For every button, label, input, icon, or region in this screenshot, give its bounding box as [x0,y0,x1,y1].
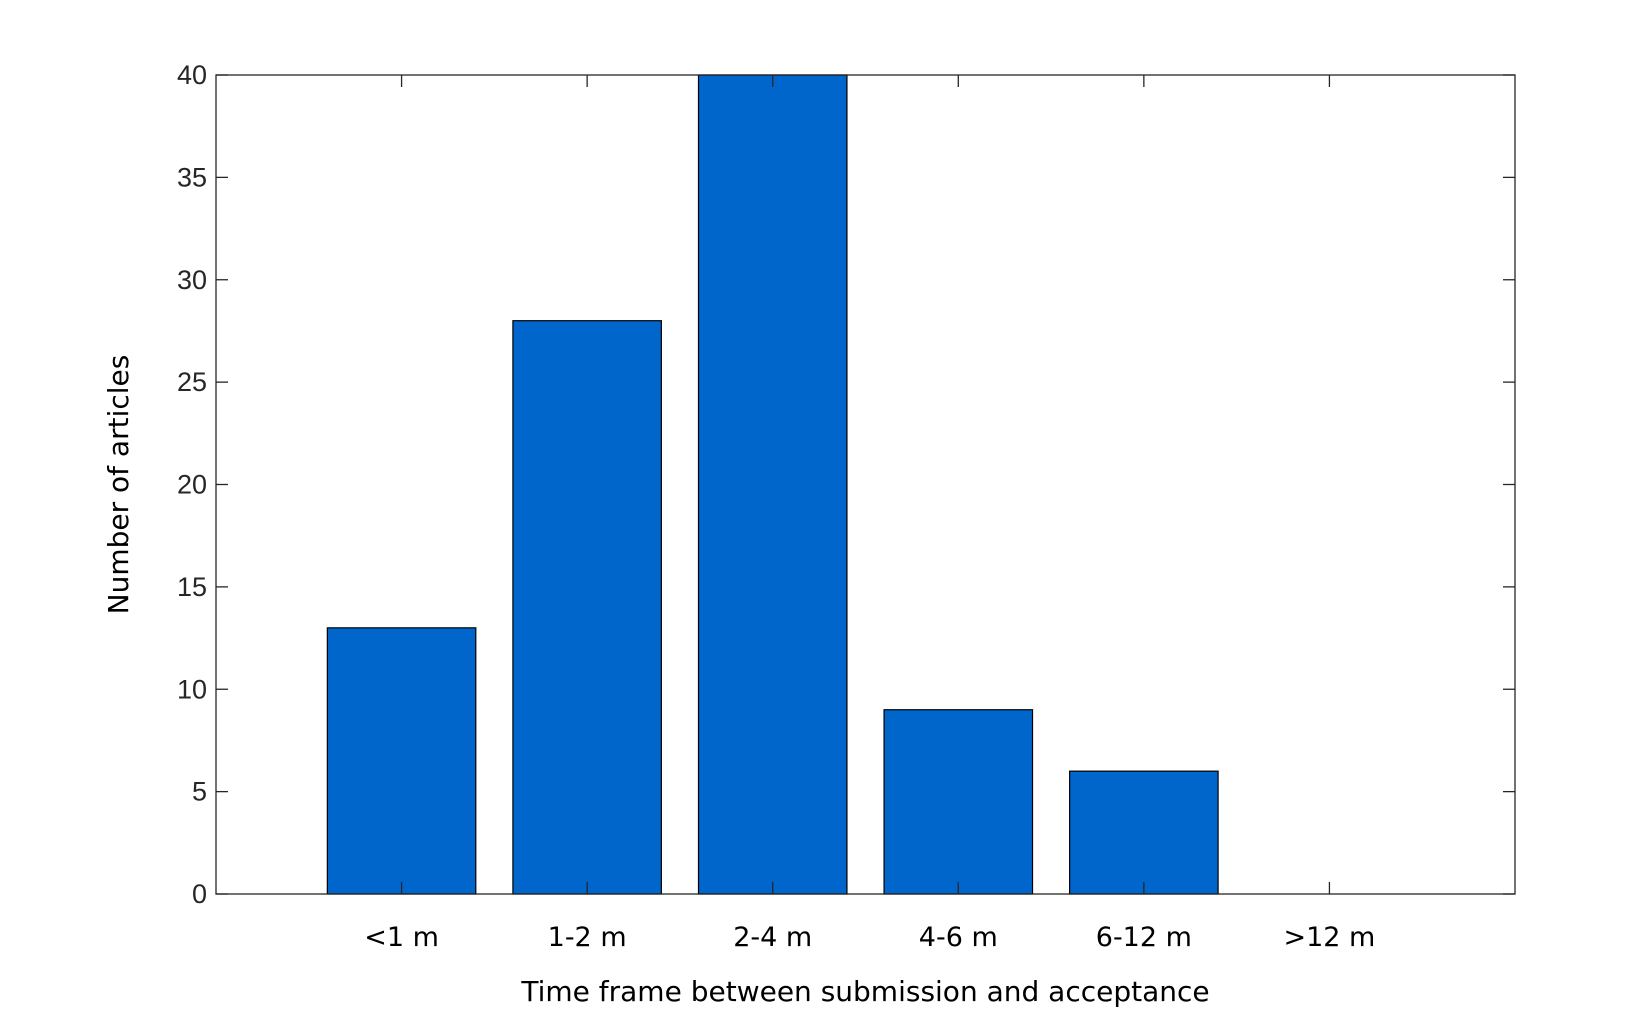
x-tick-labels: <1 m 1-2 m 2-4 m 4-6 m 6-12 m >12 m [364,922,1375,953]
x-axis-title: Time frame between submission and accept… [520,975,1209,1008]
y-tick-label-4: 20 [177,470,207,500]
bars-group [326,74,1219,895]
bar-1 [512,320,662,895]
x-tick-label-0: <1 m [364,922,439,953]
y-tick-labels: 0 5 10 15 20 25 30 35 40 [177,60,207,909]
y-tick-label-6: 30 [177,265,207,295]
bar-0 [326,627,477,895]
x-tick-label-3: 4-6 m [919,922,998,953]
y-tick-label-3: 15 [177,572,207,602]
y-tick-label-7: 35 [177,162,207,192]
y-tick-label-8: 40 [177,60,207,90]
x-tick-label-1: 1-2 m [548,922,627,953]
ticks-group [216,74,1515,895]
y-tick-label-0: 0 [192,879,207,909]
y-tick-label-2: 10 [177,674,207,704]
x-tick-label-5: >12 m [1283,922,1375,953]
x-tick-label-4: 6-12 m [1096,922,1192,953]
y-tick-label-1: 5 [192,777,207,807]
bar-4 [1069,770,1219,895]
bar-2 [697,74,848,895]
y-axis-title: Number of articles [102,355,135,615]
bar-3 [883,709,1034,895]
y-tick-label-5: 25 [177,367,207,397]
x-tick-label-2: 2-4 m [733,922,812,953]
